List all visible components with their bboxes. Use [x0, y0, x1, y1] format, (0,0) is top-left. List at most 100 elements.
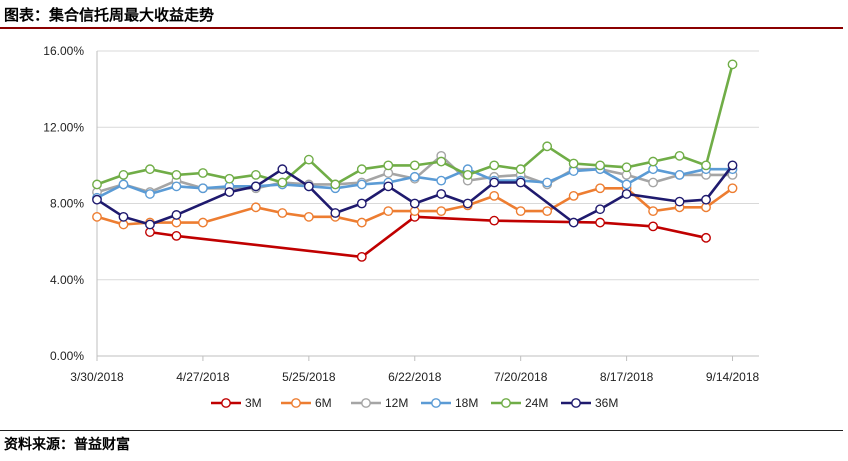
data-point: [145, 164, 155, 175]
data-point: [727, 183, 738, 194]
data-point: [250, 181, 261, 192]
data-point: [595, 183, 606, 194]
data-point: [330, 179, 341, 190]
data-point: [224, 173, 235, 184]
series-3M: [145, 211, 711, 262]
data-point: [118, 211, 129, 222]
data-point: [489, 177, 500, 188]
x-tick-label: 7/20/2018: [494, 370, 548, 384]
data-point: [674, 196, 685, 207]
x-tick-label: 5/25/2018: [282, 370, 336, 384]
legend-label: 24M: [525, 396, 548, 410]
data-point: [727, 160, 738, 171]
legend-marker: [431, 398, 441, 408]
data-point: [171, 181, 182, 192]
data-point: [621, 179, 632, 190]
data-point: [542, 177, 553, 188]
data-point: [648, 221, 658, 232]
data-point: [383, 181, 394, 192]
data-point: [356, 251, 367, 262]
data-point: [198, 183, 208, 194]
line-chart: 0.00% 4.00% 8.00% 12.00% 16.00% 3/30/2018 4/2…: [43, 44, 760, 410]
data-point: [595, 160, 606, 171]
data-point: [727, 59, 738, 70]
data-point: [489, 215, 500, 226]
legend-item-24M: 24M: [491, 396, 548, 410]
legend-item-3M: 3M: [211, 396, 262, 410]
data-point: [542, 141, 553, 152]
data-point: [701, 232, 711, 243]
legend-item-18M: 18M: [421, 396, 478, 410]
data-point: [568, 158, 579, 169]
data-point: [118, 170, 129, 180]
data-point: [198, 168, 208, 178]
data-point: [436, 156, 447, 167]
page-title: 图表：集合信托周最大收益走势: [4, 6, 215, 24]
x-tick-label: 3/30/2018: [70, 370, 124, 384]
data-point: [303, 211, 314, 222]
data-point: [462, 170, 473, 180]
data-point: [674, 150, 685, 161]
data-point: [489, 190, 500, 201]
data-point: [542, 206, 553, 217]
data-point: [171, 210, 182, 220]
legend-item-12M: 12M: [351, 396, 408, 410]
data-point: [198, 217, 208, 228]
y-tick-label: 8.00%: [50, 197, 84, 211]
data-point: [489, 160, 500, 171]
x-tick-label: 4/27/2018: [176, 370, 230, 384]
data-point: [250, 170, 261, 180]
data-point: [383, 160, 394, 171]
data-point: [92, 194, 102, 205]
data-point: [277, 177, 288, 188]
data-point: [648, 206, 658, 217]
legend-marker: [501, 398, 511, 408]
legend-marker: [221, 398, 231, 408]
data-point: [515, 164, 526, 175]
y-tick-label: 12.00%: [43, 120, 84, 134]
data-point: [171, 170, 182, 180]
data-point: [145, 189, 155, 199]
chart-series: [92, 59, 738, 262]
data-point: [568, 217, 579, 228]
data-point: [595, 217, 606, 228]
data-point: [92, 211, 102, 222]
data-point: [356, 164, 367, 175]
y-tick-label: 16.00%: [43, 44, 84, 58]
data-point: [621, 162, 632, 173]
data-point: [250, 202, 261, 213]
legend-label: 3M: [245, 396, 262, 410]
data-point: [409, 171, 420, 182]
data-point: [118, 179, 129, 190]
x-axis: 3/30/2018 4/27/2018 5/25/2018 6/22/2018 7/20…: [70, 355, 760, 384]
legend-marker: [291, 398, 301, 408]
data-point: [409, 198, 420, 209]
x-tick-label: 6/22/2018: [388, 370, 442, 384]
series-24M: [92, 59, 738, 190]
top-divider: [0, 27, 843, 29]
data-point: [409, 160, 420, 171]
data-point: [356, 179, 367, 190]
data-point: [92, 179, 102, 190]
data-point: [277, 164, 288, 175]
data-point: [145, 219, 155, 230]
data-point: [674, 170, 685, 180]
data-point: [515, 206, 526, 217]
data-point: [568, 190, 579, 201]
legend-item-6M: 6M: [281, 396, 332, 410]
source-note: 资料来源：普益财富: [4, 437, 130, 453]
data-point: [224, 187, 235, 197]
data-point: [515, 177, 526, 188]
x-tick-label: 9/14/2018: [706, 370, 760, 384]
data-point: [383, 206, 394, 217]
series-36M: [92, 160, 738, 230]
chart-grid: [97, 50, 759, 281]
bottom-divider: [0, 430, 843, 431]
data-point: [436, 189, 447, 199]
x-tick-label: 8/17/2018: [600, 370, 654, 384]
y-axis: 0.00% 4.00% 8.00% 12.00% 16.00%: [43, 44, 98, 363]
data-point: [648, 177, 658, 188]
legend-marker: [361, 398, 371, 408]
data-point: [462, 198, 473, 209]
chart-legend: 3M 6M 12M 18M 24M 36M: [211, 396, 618, 410]
